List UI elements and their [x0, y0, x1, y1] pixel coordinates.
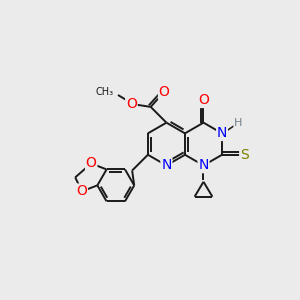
Text: O: O [126, 97, 137, 111]
Text: N: N [217, 126, 227, 140]
Text: N: N [161, 158, 172, 172]
Text: O: O [86, 157, 97, 170]
Text: N: N [198, 158, 209, 172]
Text: CH₃: CH₃ [95, 87, 113, 97]
Text: O: O [126, 97, 137, 111]
Text: O: O [198, 93, 209, 107]
Text: N: N [198, 158, 209, 172]
Text: O: O [76, 184, 87, 198]
Text: O: O [76, 184, 87, 198]
Text: H: H [234, 118, 243, 128]
Text: O: O [198, 93, 209, 107]
Text: N: N [161, 158, 172, 172]
Text: O: O [159, 85, 170, 99]
Text: S: S [240, 148, 249, 162]
Text: S: S [240, 148, 249, 162]
Text: N: N [217, 126, 227, 140]
Text: CH₃: CH₃ [95, 87, 113, 97]
Text: H: H [234, 118, 243, 128]
Text: O: O [86, 157, 97, 170]
Text: O: O [159, 85, 170, 99]
